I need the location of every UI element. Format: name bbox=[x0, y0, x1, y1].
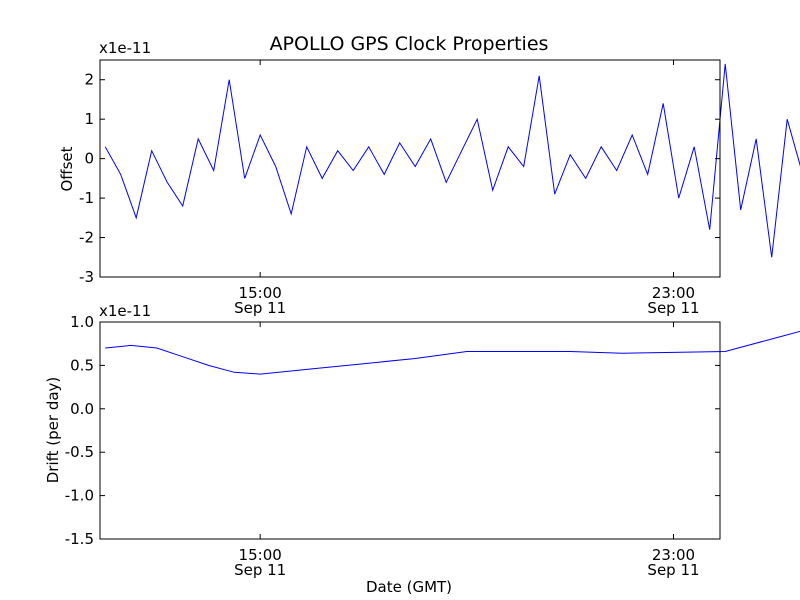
x-axis-label-date: Date (GMT) bbox=[366, 578, 452, 596]
drift-series-line bbox=[105, 330, 800, 375]
drift-x-tick-label-date: Sep 11 bbox=[234, 561, 286, 579]
drift-y-tick-label: 0.5 bbox=[70, 356, 94, 374]
offset-multiplier-bottom: x1e-11 bbox=[99, 302, 151, 320]
drift-y-tick-label: -1.0 bbox=[65, 487, 94, 505]
y-axis-label-drift: Drift (per day) bbox=[44, 377, 62, 484]
offset-y-tick-label: 2 bbox=[84, 71, 94, 89]
drift-y-tick-label: -1.5 bbox=[65, 530, 94, 548]
offset-series-line bbox=[104, 63, 800, 258]
y-axis-label-offset: Offset bbox=[58, 146, 76, 191]
offset-y-tick-label: -2 bbox=[79, 229, 94, 247]
drift-x-tick-label-time: 23:00 bbox=[652, 546, 695, 564]
offset-multiplier-top: x1e-11 bbox=[99, 39, 151, 57]
drift-x-tick-label-time: 15:00 bbox=[239, 546, 282, 564]
offset-x-tick-label-time: 15:00 bbox=[239, 284, 282, 302]
offset-x-tick-label-date: Sep 11 bbox=[234, 299, 286, 317]
offset-y-tick-label: 1 bbox=[84, 110, 94, 128]
offset-y-tick-label: 0 bbox=[84, 150, 94, 168]
offset-y-tick-label: -1 bbox=[79, 189, 94, 207]
drift-y-tick-label: -0.5 bbox=[65, 443, 94, 461]
drift-x-tick-label-date: Sep 11 bbox=[647, 561, 699, 579]
drift-y-tick-label: 1.0 bbox=[70, 313, 94, 331]
offset-plot-frame bbox=[99, 59, 721, 278]
offset-x-tick-label-date: Sep 11 bbox=[647, 299, 699, 317]
drift-y-tick-label: 0.0 bbox=[70, 400, 94, 418]
offset-y-tick-label: -3 bbox=[79, 268, 94, 286]
chart-title: APOLLO GPS Clock Properties bbox=[270, 33, 549, 55]
drift-plot-frame bbox=[99, 321, 721, 540]
offset-x-tick-label-time: 23:00 bbox=[652, 284, 695, 302]
